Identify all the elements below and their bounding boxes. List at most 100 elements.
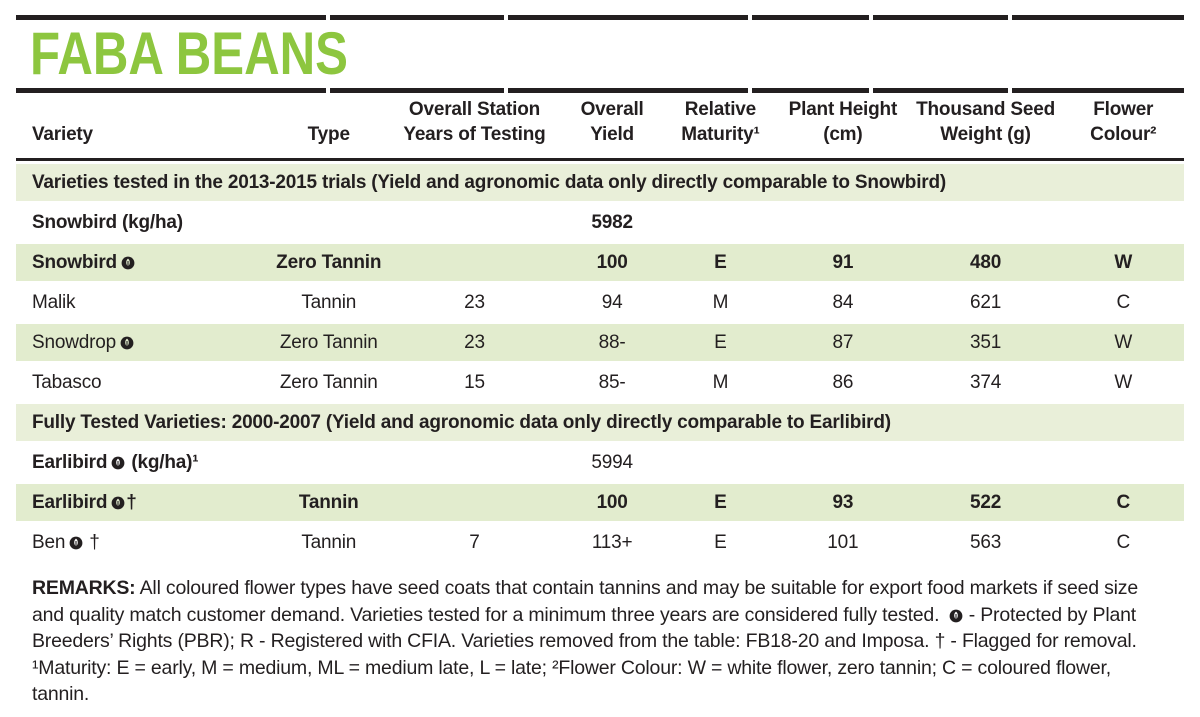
tsw-cell: 351 bbox=[908, 324, 1063, 361]
flower-cell: W bbox=[1062, 324, 1184, 361]
title-underline-rule bbox=[16, 88, 1184, 93]
variety-cell: Snowbird bbox=[16, 244, 270, 281]
pbr-icon bbox=[949, 609, 962, 622]
header-line: Colour² bbox=[1090, 124, 1157, 146]
variety-name: Ben bbox=[32, 531, 66, 553]
pbr-icon bbox=[120, 336, 134, 349]
height-cell: 101 bbox=[777, 524, 909, 561]
years-cell bbox=[388, 484, 561, 521]
col-header-variety: Variety bbox=[16, 96, 270, 161]
pbr-icon bbox=[121, 256, 135, 269]
maturity-cell bbox=[663, 204, 778, 241]
section-header-2013-2015: Varieties tested in the 2013-2015 trials… bbox=[16, 164, 1184, 201]
height-cell bbox=[777, 204, 909, 241]
rule-segment bbox=[330, 88, 505, 93]
faba-beans-page: FABA BEANS Variety Type Overall Station Y… bbox=[0, 15, 1200, 708]
years-cell bbox=[388, 244, 561, 281]
header-line: Relative bbox=[684, 98, 757, 120]
variety-name: Earlibird bbox=[32, 491, 108, 513]
tsw-cell bbox=[908, 204, 1063, 241]
rule-segment bbox=[508, 15, 749, 20]
header-line: Maturity¹ bbox=[681, 124, 760, 146]
height-cell: 91 bbox=[777, 244, 909, 281]
section-title: Fully Tested Varieties: 2000-2007 (Yield… bbox=[16, 404, 1184, 441]
maturity-cell: E bbox=[663, 524, 778, 561]
type-cell bbox=[269, 444, 389, 481]
flower-cell: C bbox=[1062, 484, 1184, 521]
flower-cell bbox=[1062, 204, 1184, 241]
rule-segment bbox=[330, 15, 505, 20]
type-cell: Zero Tannin bbox=[269, 324, 389, 361]
type-cell: Tannin bbox=[269, 524, 389, 561]
maturity-cell: M bbox=[663, 364, 778, 401]
header-line: Overall bbox=[580, 98, 644, 120]
variety-cell: Earlibird (kg/ha)¹ bbox=[16, 444, 270, 481]
table-row-earlibird-check: Earlibird † Tannin 100 E 93 522 C bbox=[16, 484, 1184, 521]
variety-cell: Ben † bbox=[16, 524, 270, 561]
maturity-cell: E bbox=[663, 484, 778, 521]
col-header-yield: Overall Yield bbox=[560, 96, 664, 161]
yield-cell: 100 bbox=[560, 484, 664, 521]
header-line: Flower bbox=[1093, 98, 1154, 120]
col-header-thousand-seed-weight: Thousand Seed Weight (g) bbox=[908, 96, 1063, 161]
table-row-malik: Malik Tannin 23 94 M 84 621 C bbox=[16, 284, 1184, 321]
tsw-cell bbox=[908, 444, 1063, 481]
pbr-icon bbox=[69, 536, 83, 549]
tsw-cell: 621 bbox=[908, 284, 1063, 321]
years-cell: 15 bbox=[388, 364, 561, 401]
title-block: FABA BEANS bbox=[16, 20, 1184, 88]
remarks-paragraph: REMARKS: All coloured flower types have … bbox=[32, 575, 1168, 708]
type-cell bbox=[269, 204, 389, 241]
tsw-cell: 522 bbox=[908, 484, 1063, 521]
table-row-snowdrop: Snowdrop Zero Tannin 23 88- E 87 351 W bbox=[16, 324, 1184, 361]
variety-cell: Tabasco bbox=[16, 364, 270, 401]
yield-cell: 5994 bbox=[560, 444, 664, 481]
table-row-snowbird-check: Snowbird Zero Tannin 100 E 91 480 W bbox=[16, 244, 1184, 281]
yield-cell: 85- bbox=[560, 364, 664, 401]
yield-cell: 100 bbox=[560, 244, 664, 281]
remarks-label: REMARKS: bbox=[32, 577, 136, 599]
table-row-earlibird-reference: Earlibird (kg/ha)¹ 5994 bbox=[16, 444, 1184, 481]
variety-name: Snowdrop bbox=[32, 331, 116, 353]
col-header-type: Type bbox=[269, 96, 389, 161]
table-row-ben: Ben † Tannin 7 113+ E 101 563 C bbox=[16, 524, 1184, 561]
years-cell bbox=[388, 444, 561, 481]
years-cell: 7 bbox=[388, 524, 561, 561]
col-header-years: Overall Station Years of Testing bbox=[388, 96, 561, 161]
header-line: Thousand Seed bbox=[916, 98, 1055, 120]
variety-cell: Earlibird † bbox=[16, 484, 270, 521]
varieties-table: Variety Type Overall Station Years of Tes… bbox=[16, 93, 1184, 564]
top-rule bbox=[16, 15, 1184, 20]
header-line: Years of Testing bbox=[403, 124, 546, 146]
tsw-cell: 563 bbox=[908, 524, 1063, 561]
header-line: Weight (g) bbox=[940, 124, 1031, 146]
tsw-cell: 374 bbox=[908, 364, 1063, 401]
col-header-plant-height: Plant Height (cm) bbox=[777, 96, 909, 161]
rule-segment bbox=[752, 15, 869, 20]
height-cell: 87 bbox=[777, 324, 909, 361]
flower-cell: C bbox=[1062, 524, 1184, 561]
table-row-snowbird-reference: Snowbird (kg/ha) 5982 bbox=[16, 204, 1184, 241]
rule-segment bbox=[1011, 88, 1184, 93]
height-cell: 84 bbox=[777, 284, 909, 321]
rule-segment bbox=[508, 88, 749, 93]
flower-cell: C bbox=[1062, 284, 1184, 321]
years-cell: 23 bbox=[388, 324, 561, 361]
variety-cell: Malik bbox=[16, 284, 270, 321]
variety-cell: Snowdrop bbox=[16, 324, 270, 361]
maturity-cell: M bbox=[663, 284, 778, 321]
variety-name: Snowbird bbox=[32, 251, 117, 273]
type-cell: Tannin bbox=[269, 284, 389, 321]
header-line: Overall Station bbox=[408, 98, 541, 120]
page-title: FABA BEANS bbox=[30, 20, 349, 87]
variety-cell: Snowbird (kg/ha) bbox=[16, 204, 270, 241]
type-cell: Tannin bbox=[269, 484, 389, 521]
variety-suffix: † bbox=[126, 491, 137, 513]
variety-suffix: (kg/ha)¹ bbox=[126, 451, 199, 473]
rule-segment bbox=[752, 88, 869, 93]
years-cell: 23 bbox=[388, 284, 561, 321]
pbr-icon bbox=[111, 496, 125, 509]
variety-suffix: † bbox=[84, 531, 100, 553]
pbr-icon bbox=[111, 456, 125, 469]
flower-cell: W bbox=[1062, 364, 1184, 401]
